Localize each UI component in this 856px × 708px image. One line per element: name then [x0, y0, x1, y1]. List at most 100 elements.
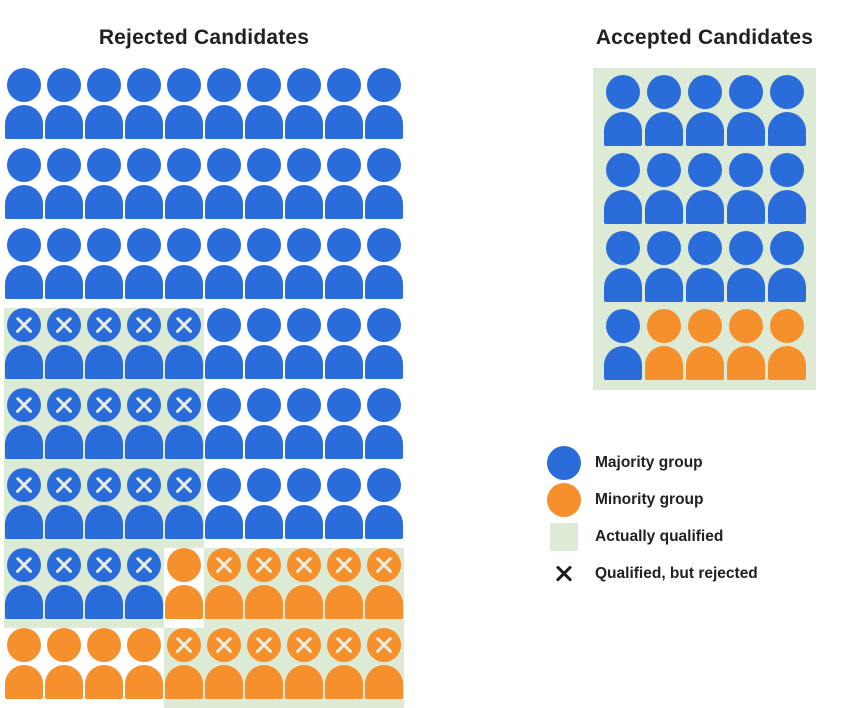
minority-person-icon-qualified-rejected [204, 548, 244, 628]
majority-person-icon [204, 68, 244, 148]
legend-label-qualified-rejected: Qualified, but rejected [595, 565, 758, 582]
minority-person-icon-qualified-rejected [244, 628, 284, 708]
minority-person-icon-qualified-rejected [364, 548, 404, 628]
majority-person-icon [44, 228, 84, 308]
x-mark-icon [254, 555, 275, 576]
person-row [4, 468, 404, 548]
x-mark-icon [54, 395, 75, 416]
majority-person-icon [684, 231, 725, 309]
majority-person-icon [364, 388, 404, 468]
x-mark-icon [174, 475, 195, 496]
majority-person-icon [244, 308, 284, 388]
legend-label-minority: Minority group [595, 491, 704, 508]
x-mark-icon [94, 475, 115, 496]
majority-person-icon [766, 75, 807, 153]
x-mark-icon [214, 555, 235, 576]
rejected-candidates-title: Rejected Candidates [98, 26, 310, 49]
x-mark-icon [54, 555, 75, 576]
x-mark-icon [294, 555, 315, 576]
majority-person-icon [4, 228, 44, 308]
x-mark-icon [14, 475, 35, 496]
x-mark-icon [14, 555, 35, 576]
majority-person-icon-qualified-rejected [84, 388, 124, 468]
actually-qualified-icon [550, 523, 578, 551]
majority-person-icon [204, 388, 244, 468]
majority-person-icon [643, 153, 684, 231]
accepted-candidates-title: Accepted Candidates [595, 26, 814, 49]
majority-person-icon [124, 148, 164, 228]
minority-group-icon [547, 483, 581, 517]
legend-item-minority: Minority group [547, 483, 758, 517]
majority-person-icon [84, 68, 124, 148]
x-mark-icon [54, 475, 75, 496]
majority-person-icon [602, 309, 643, 387]
majority-person-icon [84, 228, 124, 308]
majority-person-icon [725, 231, 766, 309]
x-mark-icon [14, 315, 35, 336]
x-mark-icon [174, 635, 195, 656]
legend-label-majority: Majority group [595, 454, 703, 471]
majority-person-icon [364, 68, 404, 148]
majority-person-icon [44, 68, 84, 148]
x-mark-icon [94, 555, 115, 576]
majority-person-icon [684, 75, 725, 153]
x-mark-icon [334, 635, 355, 656]
person-row [4, 308, 404, 388]
legend-item-qualified: Actually qualified [547, 520, 758, 554]
majority-person-icon-qualified-rejected [164, 308, 204, 388]
minority-person-icon [84, 628, 124, 708]
minority-person-icon-qualified-rejected [244, 548, 284, 628]
majority-person-icon [284, 388, 324, 468]
minority-person-icon [164, 548, 204, 628]
majority-person-icon-qualified-rejected [124, 548, 164, 628]
minority-person-icon [4, 628, 44, 708]
majority-person-icon-qualified-rejected [44, 548, 84, 628]
majority-person-icon [164, 148, 204, 228]
majority-person-icon [364, 468, 404, 548]
minority-person-icon [44, 628, 84, 708]
majority-person-icon [324, 468, 364, 548]
majority-person-icon-qualified-rejected [164, 388, 204, 468]
majority-person-icon [643, 75, 684, 153]
majority-person-icon [766, 153, 807, 231]
x-mark-icon [174, 395, 195, 416]
majority-person-icon [84, 148, 124, 228]
x-mark-icon [134, 315, 155, 336]
majority-person-icon [164, 68, 204, 148]
legend-label-qualified: Actually qualified [595, 528, 724, 545]
x-mark-icon [134, 555, 155, 576]
majority-person-icon [725, 153, 766, 231]
person-row [602, 309, 807, 387]
majority-person-icon-qualified-rejected [84, 468, 124, 548]
x-mark-icon [94, 315, 115, 336]
majority-person-icon [204, 228, 244, 308]
majority-person-icon-qualified-rejected [84, 548, 124, 628]
x-mark-icon [14, 395, 35, 416]
rejected-candidates-grid [4, 68, 404, 708]
x-mark-icon [134, 475, 155, 496]
majority-person-icon [602, 231, 643, 309]
majority-person-icon [244, 468, 284, 548]
majority-person-icon [124, 228, 164, 308]
majority-person-icon-qualified-rejected [124, 308, 164, 388]
majority-person-icon-qualified-rejected [4, 548, 44, 628]
majority-person-icon [364, 308, 404, 388]
majority-person-icon [204, 308, 244, 388]
majority-person-icon [602, 153, 643, 231]
person-row [4, 228, 404, 308]
majority-person-icon-qualified-rejected [44, 468, 84, 548]
legend-item-qualified-rejected: Qualified, but rejected [547, 557, 758, 591]
majority-person-icon [4, 148, 44, 228]
majority-person-icon [324, 388, 364, 468]
minority-person-icon [124, 628, 164, 708]
majority-person-icon [284, 468, 324, 548]
person-row [4, 628, 404, 708]
majority-person-icon [244, 68, 284, 148]
majority-person-icon-qualified-rejected [124, 468, 164, 548]
person-row [4, 388, 404, 468]
x-mark-icon [334, 555, 355, 576]
minority-person-icon-qualified-rejected [164, 628, 204, 708]
legend: Majority group Minority group Actually q… [547, 446, 758, 591]
majority-person-icon [766, 231, 807, 309]
majority-person-icon [324, 68, 364, 148]
